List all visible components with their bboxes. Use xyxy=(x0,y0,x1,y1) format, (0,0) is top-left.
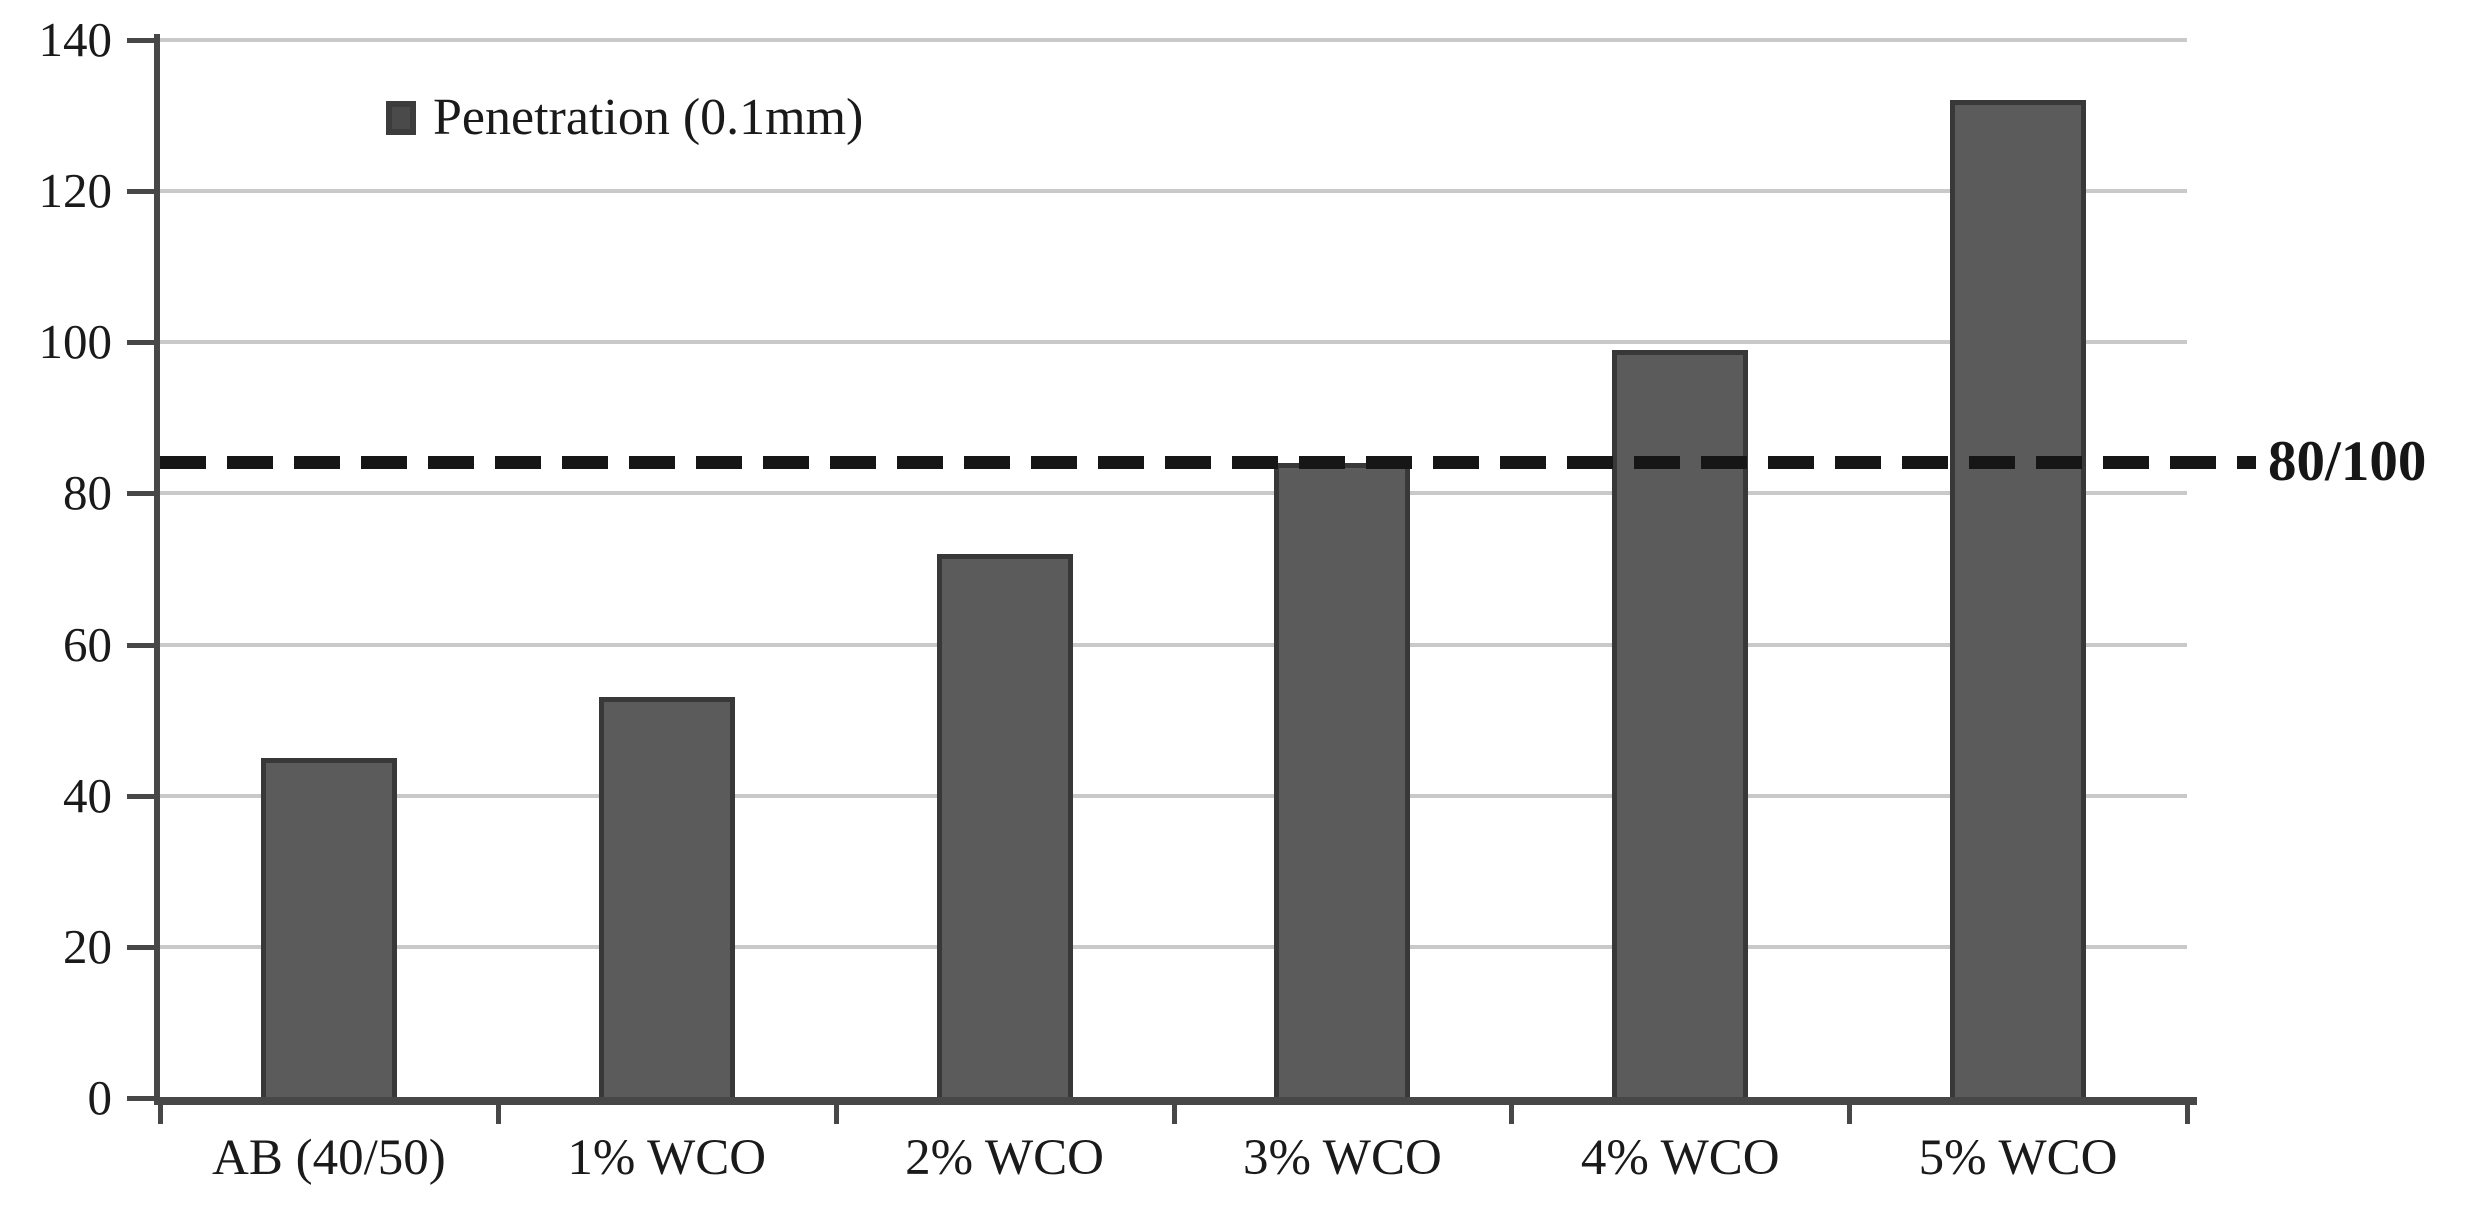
x-tick-mark-0 xyxy=(158,1098,163,1124)
x-tick-mark-6 xyxy=(2185,1098,2190,1124)
x-tick-mark-4 xyxy=(1509,1098,1515,1124)
chart-legend: Penetration (0.1mm) xyxy=(386,90,863,146)
y-tick-mark-140 xyxy=(127,38,160,43)
bar-1-wco xyxy=(598,697,735,1098)
gridline-120 xyxy=(160,189,2187,194)
gridline-60 xyxy=(160,642,2187,647)
y-axis-label-60: 60 xyxy=(63,616,112,672)
x-tick-mark-3 xyxy=(1171,1098,1177,1124)
y-tick-mark-0 xyxy=(127,1096,160,1101)
x-tick-mark-5 xyxy=(1847,1098,1853,1124)
gridline-100 xyxy=(160,340,2187,345)
legend-series-marker-icon xyxy=(386,101,416,135)
gridline-40 xyxy=(160,793,2187,798)
reference-line-label: 80/100 xyxy=(2268,430,2427,494)
x-axis-label-6: 5% WCO xyxy=(1918,1130,2118,1186)
x-tick-mark-1 xyxy=(495,1098,501,1124)
y-axis-line xyxy=(154,34,160,1104)
x-axis-label-1: AB (40/50) xyxy=(212,1130,446,1186)
y-tick-mark-20 xyxy=(127,944,160,950)
y-axis-label-20: 20 xyxy=(63,918,112,974)
bar-2-wco xyxy=(936,553,1073,1098)
y-tick-mark-80 xyxy=(127,491,160,497)
y-axis-label-120: 120 xyxy=(38,163,113,219)
gridline-80 xyxy=(160,491,2187,496)
bar-ab-40-50 xyxy=(260,757,397,1098)
y-tick-mark-40 xyxy=(127,793,160,799)
x-tick-mark-2 xyxy=(833,1098,839,1124)
x-axis-label-5: 4% WCO xyxy=(1580,1130,1780,1186)
bar-5-wco xyxy=(1950,100,2087,1098)
gridline-20 xyxy=(160,944,2187,949)
y-axis-label-140: 140 xyxy=(38,12,113,67)
bar-3-wco xyxy=(1274,463,1411,1098)
y-tick-mark-60 xyxy=(127,642,160,648)
gridline-140 xyxy=(160,38,2187,42)
y-axis-label-80: 80 xyxy=(63,465,112,521)
x-axis-label-2: 1% WCO xyxy=(567,1130,767,1186)
reference-dashed-line xyxy=(160,456,2256,470)
bar-4-wco xyxy=(1612,349,1749,1098)
x-axis-label-3: 2% WCO xyxy=(905,1130,1104,1186)
y-tick-mark-100 xyxy=(127,340,160,346)
x-axis-line xyxy=(154,1097,2197,1105)
legend-series-label: Penetration (0.1mm) xyxy=(433,89,864,146)
y-axis-label-100: 100 xyxy=(38,314,113,370)
y-tick-mark-120 xyxy=(127,189,160,195)
y-axis-label-40: 40 xyxy=(63,767,112,823)
x-axis-label-4: 3% WCO xyxy=(1243,1130,1442,1186)
y-axis-label-0: 0 xyxy=(87,1070,113,1125)
